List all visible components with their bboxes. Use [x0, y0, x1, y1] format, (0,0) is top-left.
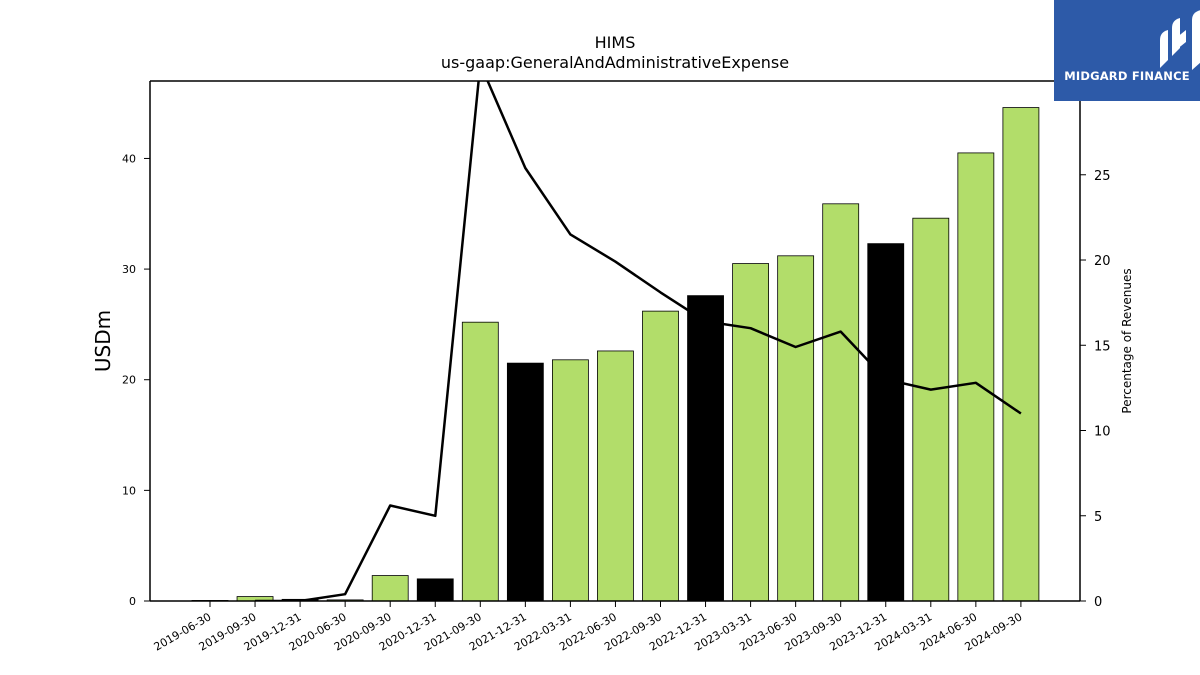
- bar: [867, 243, 905, 602]
- logo-text: MIDGARD FINANCE: [1064, 69, 1190, 83]
- y2-tick-label: 25: [1094, 169, 1111, 184]
- y2-tick-label: 10: [1094, 425, 1111, 440]
- percentage-line: [255, 81, 1022, 601]
- bar: [687, 295, 724, 602]
- bar: [957, 152, 995, 602]
- bar: [912, 217, 950, 602]
- bar: [506, 362, 544, 602]
- line-series: [255, 81, 1022, 601]
- y-tick-label: 0: [129, 595, 136, 608]
- bar: [597, 350, 634, 602]
- bar: [642, 310, 679, 602]
- bar: [777, 255, 815, 602]
- bar: [732, 263, 769, 602]
- y2-tick-label: 5: [1094, 510, 1102, 525]
- y-tick-label: 30: [122, 263, 136, 276]
- brand-logo: MIDGARD FINANCE: [1054, 0, 1200, 101]
- bar: [552, 359, 589, 602]
- bar: [1002, 107, 1040, 602]
- y-tick-label: 20: [122, 374, 136, 387]
- bar: [371, 575, 409, 602]
- bars: [191, 107, 1040, 602]
- y-tick-label: 10: [122, 484, 136, 497]
- bar: [416, 578, 454, 602]
- chart-title: HIMS: [595, 33, 636, 52]
- y-tick-label: 40: [122, 152, 136, 165]
- y2-tick-label: 15: [1094, 339, 1111, 354]
- y2-tick-label: 0: [1094, 595, 1102, 610]
- bar: [461, 321, 499, 602]
- bar: [822, 203, 860, 602]
- logo-mark-icon: [1160, 10, 1200, 70]
- chart-subtitle: us-gaap:GeneralAndAdministrativeExpense: [441, 53, 789, 72]
- y2-tick-label: 20: [1094, 254, 1111, 269]
- y-axis-label: USDm: [91, 310, 115, 372]
- y2-axis-label: Percentage of Revenues: [1120, 268, 1134, 413]
